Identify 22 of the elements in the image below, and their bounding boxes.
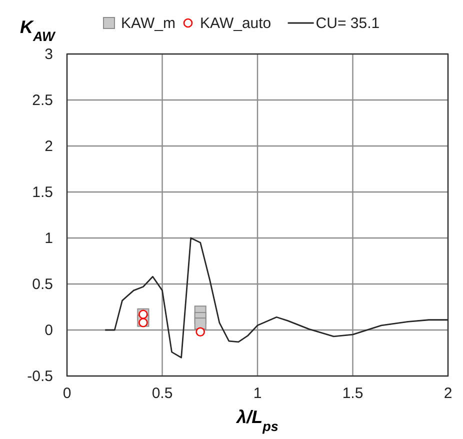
y-tick-label: 0.5 [32, 276, 53, 293]
y-tick-label: 2.5 [32, 92, 53, 109]
y-tick-label: 0 [44, 322, 53, 339]
y-tick-label: 1.5 [32, 184, 53, 201]
legend-label: KAW_m [121, 15, 176, 32]
y-tick-label: 2 [44, 138, 53, 155]
y-axis-title: K$_{AW}$ [20, 17, 56, 44]
y-tick-label: 3 [44, 46, 53, 63]
legend-label: CU= 35.1 [316, 15, 380, 32]
x-axis-title: λ/L$_{ps}$ [236, 407, 279, 434]
x-tick-label: 1 [253, 385, 262, 402]
point [138, 318, 148, 328]
point [196, 327, 205, 336]
y-tick-label: -0.5 [27, 368, 53, 385]
point [194, 318, 206, 330]
x-tick-label: 0.5 [152, 385, 173, 402]
legend-label: KAW_auto [200, 15, 272, 32]
x-tick-label: 2 [444, 385, 452, 402]
line-series [104, 237, 449, 358]
x-tick-label: 1.5 [342, 385, 364, 402]
y-tick-label: 1 [44, 230, 53, 247]
x-tick-label: 0 [62, 385, 72, 402]
